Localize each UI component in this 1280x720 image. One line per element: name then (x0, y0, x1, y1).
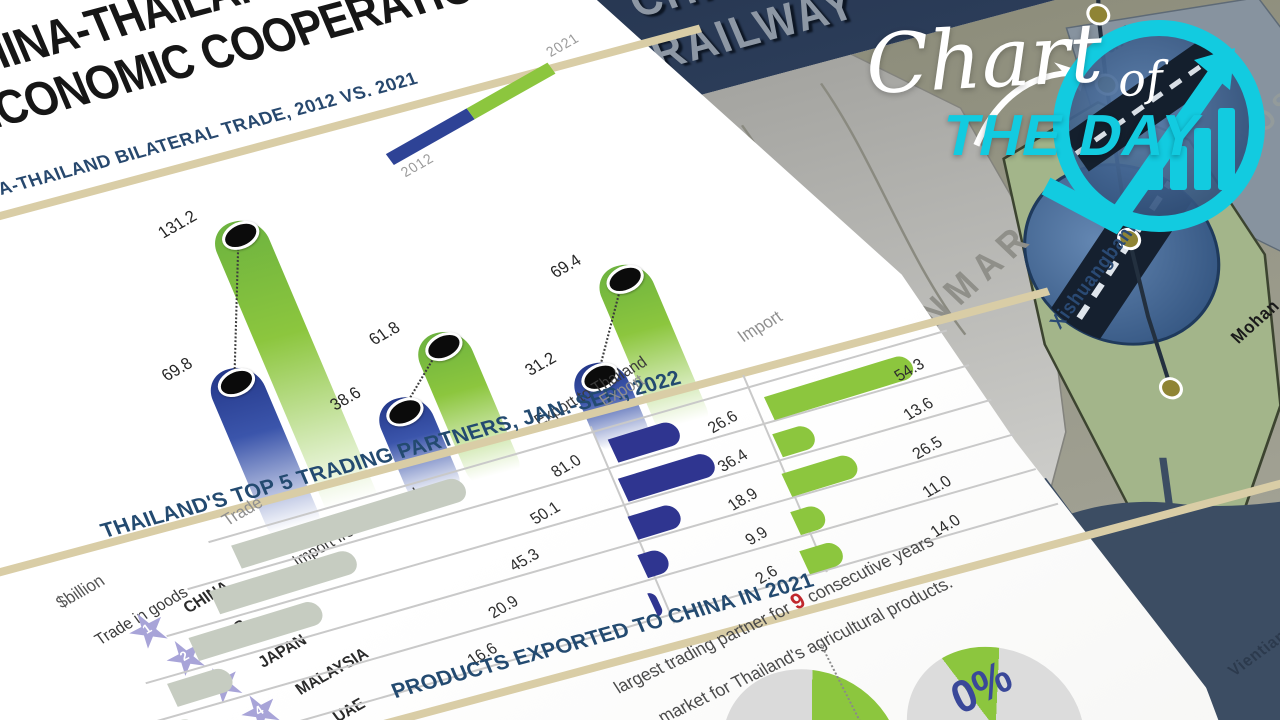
chart-of-the-day-logo: Chart of THE DAY (864, 6, 1280, 235)
logo-chart-text: Chart (863, 5, 1105, 114)
logo-trend-arrow-icon (1041, 48, 1235, 235)
logo-circle (1053, 20, 1265, 232)
logo-emblem (1041, 20, 1265, 235)
logo-bars-icon (1146, 108, 1235, 190)
logo-the-day-text: THE DAY (937, 103, 1208, 168)
logo-of-text: of (1116, 50, 1165, 108)
